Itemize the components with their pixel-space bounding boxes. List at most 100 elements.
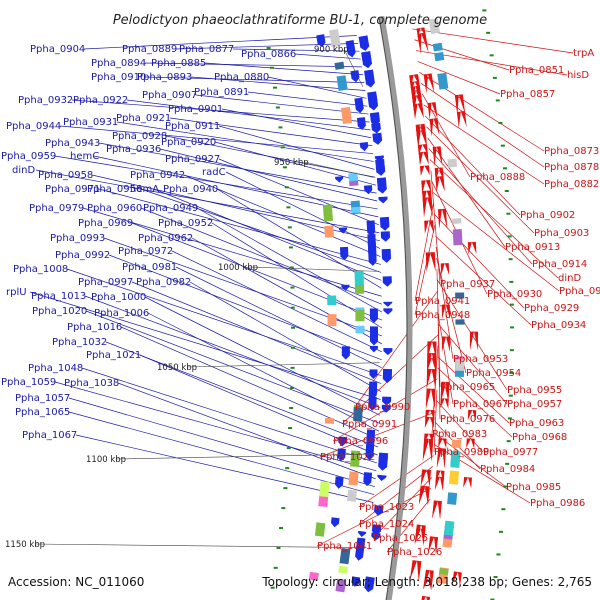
gene-label-forward: Ppha_0921 <box>116 113 171 124</box>
gene-label-forward: Ppha_0904 <box>30 44 85 55</box>
forward-gene-arrow <box>339 246 349 261</box>
reverse-gene-arrow <box>419 165 430 176</box>
gene-label-reverse: Ppha_0902 <box>520 210 575 221</box>
right-label-leader <box>435 235 532 326</box>
gene-feature-box <box>319 481 330 498</box>
gene-label-reverse: Ppha_0983 <box>432 429 487 440</box>
left-label-leader <box>190 76 366 91</box>
gene-label-forward: Ppha_0971 <box>45 184 100 195</box>
forward-gene-arrow <box>368 381 378 399</box>
kbp-tick-label: 900 kbp <box>314 45 349 55</box>
left-label-leader <box>84 295 381 408</box>
gene-label-forward: rplU <box>6 287 27 298</box>
tick-marker <box>270 586 275 589</box>
tick-marker <box>275 106 280 109</box>
gene-label-forward: Ppha_0889 <box>122 44 177 55</box>
gene-label-reverse: Ppha_0948 <box>415 310 470 321</box>
gene-label-reverse: Ppha_0903 <box>534 228 589 239</box>
gene-feature-box <box>443 520 455 536</box>
tick-marker <box>289 266 294 269</box>
left-label-leader <box>71 99 370 123</box>
forward-gene-arrow <box>337 448 346 462</box>
reverse-gene-arrow <box>426 368 437 390</box>
tick-marker <box>509 326 514 329</box>
gene-feature-box <box>346 489 357 502</box>
right-label-leader <box>414 203 434 302</box>
tick-marker <box>266 46 271 49</box>
gene-label-forward: Ppha_0911 <box>165 121 220 132</box>
gene-feature-box <box>455 292 465 299</box>
tick-marker <box>492 76 497 79</box>
tick-marker <box>508 394 513 397</box>
left-label-leader <box>247 91 368 107</box>
accession-label: Accession: NC_011060 <box>8 575 145 589</box>
gene-label-reverse: Ppha_0857 <box>500 89 555 100</box>
forward-gene-arrow <box>382 368 393 384</box>
gene-label-reverse: Ppha_0929 <box>524 303 579 314</box>
forward-gene-arrow <box>358 35 370 51</box>
forward-gene-arrow <box>358 530 367 537</box>
left-label-leader <box>131 281 382 384</box>
gene-label-forward: Ppha_0956 <box>87 184 142 195</box>
gene-feature-box <box>428 18 440 35</box>
reverse-gene-arrow <box>425 252 436 272</box>
forward-gene-arrow <box>338 436 347 447</box>
forward-gene-arrow <box>378 196 388 204</box>
forward-gene-arrow <box>350 70 360 83</box>
right-label-leader <box>316 488 432 547</box>
tick-marker <box>509 280 514 283</box>
gene-label-forward: Ppha_0952 <box>158 218 213 229</box>
gene-label-reverse: Ppha_1026 <box>387 547 442 558</box>
left-label-leader <box>59 125 374 154</box>
tick-marker <box>276 546 281 549</box>
tick-marker <box>273 86 278 89</box>
forward-gene-arrow <box>379 216 390 231</box>
right-label-leader <box>429 159 559 279</box>
tick-marker <box>490 598 495 600</box>
forward-gene-arrow <box>375 158 385 169</box>
reverse-gene-arrow <box>467 241 477 255</box>
reverse-gene-arrow <box>432 146 443 167</box>
gene-label-forward: Ppha_0901 <box>168 104 223 115</box>
gene-feature-box <box>324 417 335 424</box>
gene-label-reverse: Ppha_1023 <box>359 502 414 513</box>
reverse-gene-arrow <box>413 103 424 120</box>
reverse-gene-arrow <box>467 409 477 421</box>
right-label-leader <box>414 225 436 316</box>
gene-label-reverse: hisD <box>567 70 589 81</box>
tick-marker <box>288 246 293 249</box>
left-label-leader <box>68 411 375 495</box>
reverse-gene-arrow <box>409 560 422 582</box>
tick-marker <box>282 166 287 169</box>
gene-label-forward: Ppha_0940 <box>163 184 218 195</box>
gene-label-forward: Ppha_0931 <box>63 117 118 128</box>
reverse-gene-arrow <box>434 169 444 181</box>
gene-label-forward: Ppha_1021 <box>86 350 141 361</box>
gene-label-reverse: Ppha_0984 <box>480 464 535 475</box>
reverse-gene-arrow <box>419 485 430 503</box>
right-label-leader <box>424 115 521 216</box>
left-label-leader <box>144 76 365 83</box>
tick-marker <box>290 346 295 349</box>
gene-label-forward: Ppha_0981 <box>122 262 177 273</box>
gene-label-forward: Ppha_1020 <box>32 306 87 317</box>
tick-marker <box>506 440 511 443</box>
tick-marker <box>500 144 505 147</box>
left-label-leader <box>175 266 382 369</box>
gene-label-reverse: Ppha_0976 <box>440 414 495 425</box>
tick-marker <box>509 349 514 352</box>
right-label-leader <box>358 455 434 508</box>
gene-label-forward: Ppha_1059 <box>1 377 56 388</box>
forward-gene-arrow <box>334 476 344 489</box>
gene-label-forward: Ppha_1048 <box>28 363 83 374</box>
right-label-leader <box>434 433 507 488</box>
gene-label-forward: Ppha_0944 <box>6 121 61 132</box>
gene-feature-box <box>434 52 445 62</box>
gene-feature-box <box>354 270 364 287</box>
left-label-leader <box>82 207 382 297</box>
forward-gene-arrow <box>335 176 344 183</box>
tick-marker <box>507 417 512 420</box>
gene-label-forward: Ppha_0942 <box>130 170 185 181</box>
gene-label-reverse: Ppha_0996 <box>333 436 388 447</box>
gene-label-forward: Ppha_0866 <box>241 49 296 60</box>
